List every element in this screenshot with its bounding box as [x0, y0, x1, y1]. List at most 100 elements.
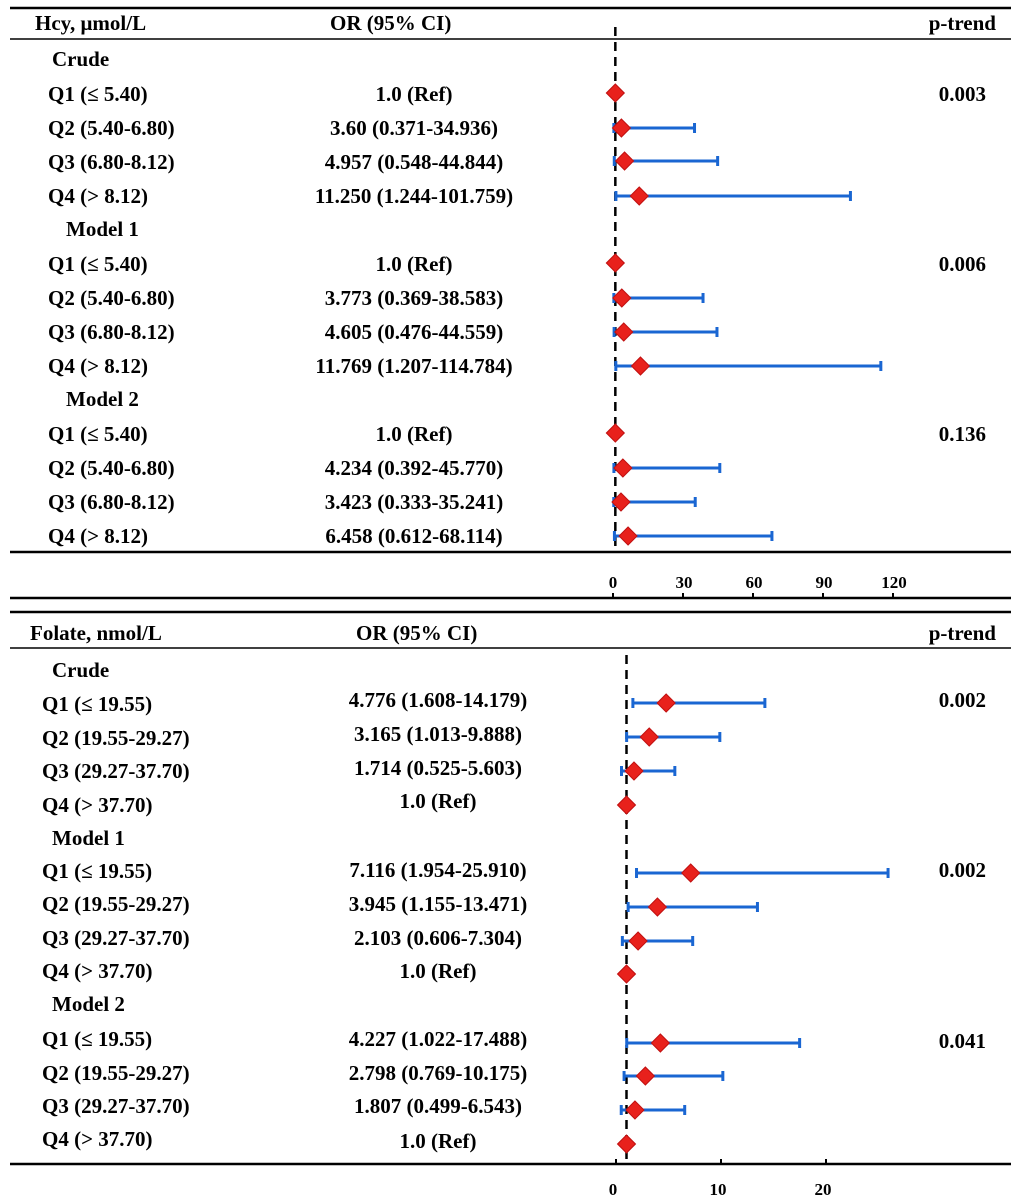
row-label: Q3 (6.80-8.12): [48, 490, 175, 514]
panel-folate-or-header: OR (95% CI): [356, 621, 477, 645]
panel-hcy-x-axis: 0 30 60 90 120: [609, 573, 907, 592]
panel-folate-ptrend-header: p-trend: [929, 621, 997, 645]
or-marker: [681, 863, 701, 883]
p-trend-value: 0.002: [939, 688, 986, 712]
model-label: Model 1: [52, 826, 125, 850]
row-or: 1.0 (Ref): [400, 1129, 477, 1153]
or-marker: [611, 118, 632, 138]
row-or: 4.234 (0.392-45.770): [325, 456, 503, 480]
panel-folate-plot-area: [615, 655, 890, 1164]
x-tick-label: 0: [609, 1180, 618, 1199]
row-label: Q2 (5.40-6.80): [48, 456, 175, 480]
row-or: 11.250 (1.244-101.759): [315, 184, 513, 208]
panel-folate-rows: Crude Q1 (≤ 19.55) 4.776 (1.608-14.179) …: [42, 658, 986, 1153]
row-or: 1.0 (Ref): [376, 422, 453, 446]
or-marker: [613, 458, 633, 478]
or-marker: [614, 322, 634, 342]
row-label: Q3 (6.80-8.12): [48, 320, 175, 344]
or-marker: [635, 1066, 656, 1086]
or-marker: [650, 1033, 671, 1053]
x-tick-label: 60: [746, 573, 763, 592]
row-label: Q4 (> 37.70): [42, 959, 153, 983]
panel-hcy: Hcy, μmol/L OR (95% CI) p-trend Crude Q1…: [10, 6, 1011, 600]
p-trend-value: 0.003: [939, 82, 986, 106]
or-marker: [605, 83, 626, 103]
row-or: 1.714 (0.525-5.603): [354, 756, 522, 780]
row-label: Q3 (29.27-37.70): [42, 926, 190, 950]
row-label: Q1 (≤ 5.40): [48, 422, 148, 446]
row-or: 4.605 (0.476-44.559): [325, 320, 503, 344]
x-tick-label: 0: [609, 573, 618, 592]
row-or: 4.957 (0.548-44.844): [325, 150, 503, 174]
or-marker: [639, 727, 659, 747]
model-label: Crude: [52, 47, 109, 71]
x-tick-label: 120: [881, 573, 907, 592]
panel-hcy-exposure-header: Hcy, μmol/L: [35, 11, 146, 35]
row-or: 1.0 (Ref): [376, 82, 453, 106]
or-marker: [612, 288, 632, 308]
row-or: 3.773 (0.369-38.583): [325, 286, 503, 310]
or-marker: [616, 795, 637, 815]
x-tick-label: 10: [710, 1180, 727, 1199]
panel-hcy-or-header: OR (95% CI): [330, 11, 451, 35]
row-or: 2.798 (0.769-10.175): [349, 1061, 527, 1085]
row-or: 4.776 (1.608-14.179): [349, 688, 527, 712]
row-or: 3.423 (0.333-35.241): [325, 490, 503, 514]
row-label: Q2 (19.55-29.27): [42, 1061, 190, 1085]
row-or: 3.945 (1.155-13.471): [349, 892, 527, 916]
row-or: 7.116 (1.954-25.910): [349, 858, 526, 882]
row-label: Q4 (> 37.70): [42, 1127, 153, 1151]
row-label: Q3 (6.80-8.12): [48, 150, 175, 174]
or-marker: [605, 253, 626, 273]
x-tick-label: 90: [816, 573, 833, 592]
row-label: Q1 (≤ 19.55): [42, 692, 152, 716]
model-label: Model 2: [52, 992, 125, 1016]
row-label: Q4 (> 8.12): [48, 354, 148, 378]
or-marker: [625, 1100, 645, 1120]
row-or: 1.0 (Ref): [376, 252, 453, 276]
row-or: 2.103 (0.606-7.304): [354, 926, 522, 950]
row-label: Q1 (≤ 19.55): [42, 859, 152, 883]
panel-folate-exposure-header: Folate, nmol/L: [30, 621, 162, 645]
row-label: Q2 (19.55-29.27): [42, 726, 190, 750]
row-or: 3.165 (1.013-9.888): [354, 722, 522, 746]
row-label: Q4 (> 8.12): [48, 524, 148, 548]
or-marker: [629, 186, 649, 206]
or-marker: [628, 931, 648, 951]
or-marker: [624, 761, 644, 781]
row-or: 11.769 (1.207-114.784): [315, 354, 512, 378]
panel-folate: Folate, nmol/L OR (95% CI) p-trend Crude…: [10, 610, 1011, 1199]
x-tick-label: 20: [815, 1180, 832, 1199]
or-marker: [616, 1134, 637, 1154]
or-marker: [614, 151, 635, 171]
model-label: Crude: [52, 658, 109, 682]
or-marker: [605, 423, 626, 443]
panel-hcy-rows: Crude Q1 (≤ 5.40) 1.0 (Ref) Q2 (5.40-6.8…: [48, 47, 986, 548]
row-or: 1.0 (Ref): [400, 789, 477, 813]
row-or: 3.60 (0.371-34.936): [330, 116, 498, 140]
row-label: Q4 (> 37.70): [42, 793, 153, 817]
or-marker: [611, 492, 631, 512]
panel-folate-x-axis: 0 10 20: [609, 1180, 832, 1199]
or-marker: [616, 964, 637, 984]
or-marker: [647, 897, 668, 917]
row-or: 1.807 (0.499-6.543): [354, 1094, 522, 1118]
x-tick-label: 30: [676, 573, 693, 592]
row-or: 4.227 (1.022-17.488): [349, 1027, 527, 1051]
p-trend-value: 0.006: [939, 252, 986, 276]
row-or: 6.458 (0.612-68.114): [325, 524, 502, 548]
p-trend-value: 0.136: [939, 422, 986, 446]
p-trend-value: 0.002: [939, 858, 986, 882]
model-label: Model 1: [66, 217, 139, 241]
panel-hcy-ptrend-header: p-trend: [929, 11, 997, 35]
row-label: Q3 (29.27-37.70): [42, 1094, 190, 1118]
row-label: Q1 (≤ 19.55): [42, 1027, 152, 1051]
row-label: Q2 (5.40-6.80): [48, 286, 175, 310]
row-label: Q2 (5.40-6.80): [48, 116, 175, 140]
panel-hcy-plot-area: [605, 27, 894, 598]
row-label: Q1 (≤ 5.40): [48, 252, 148, 276]
row-label: Q4 (> 8.12): [48, 184, 148, 208]
row-label: Q3 (29.27-37.70): [42, 759, 190, 783]
row-or: 1.0 (Ref): [400, 959, 477, 983]
